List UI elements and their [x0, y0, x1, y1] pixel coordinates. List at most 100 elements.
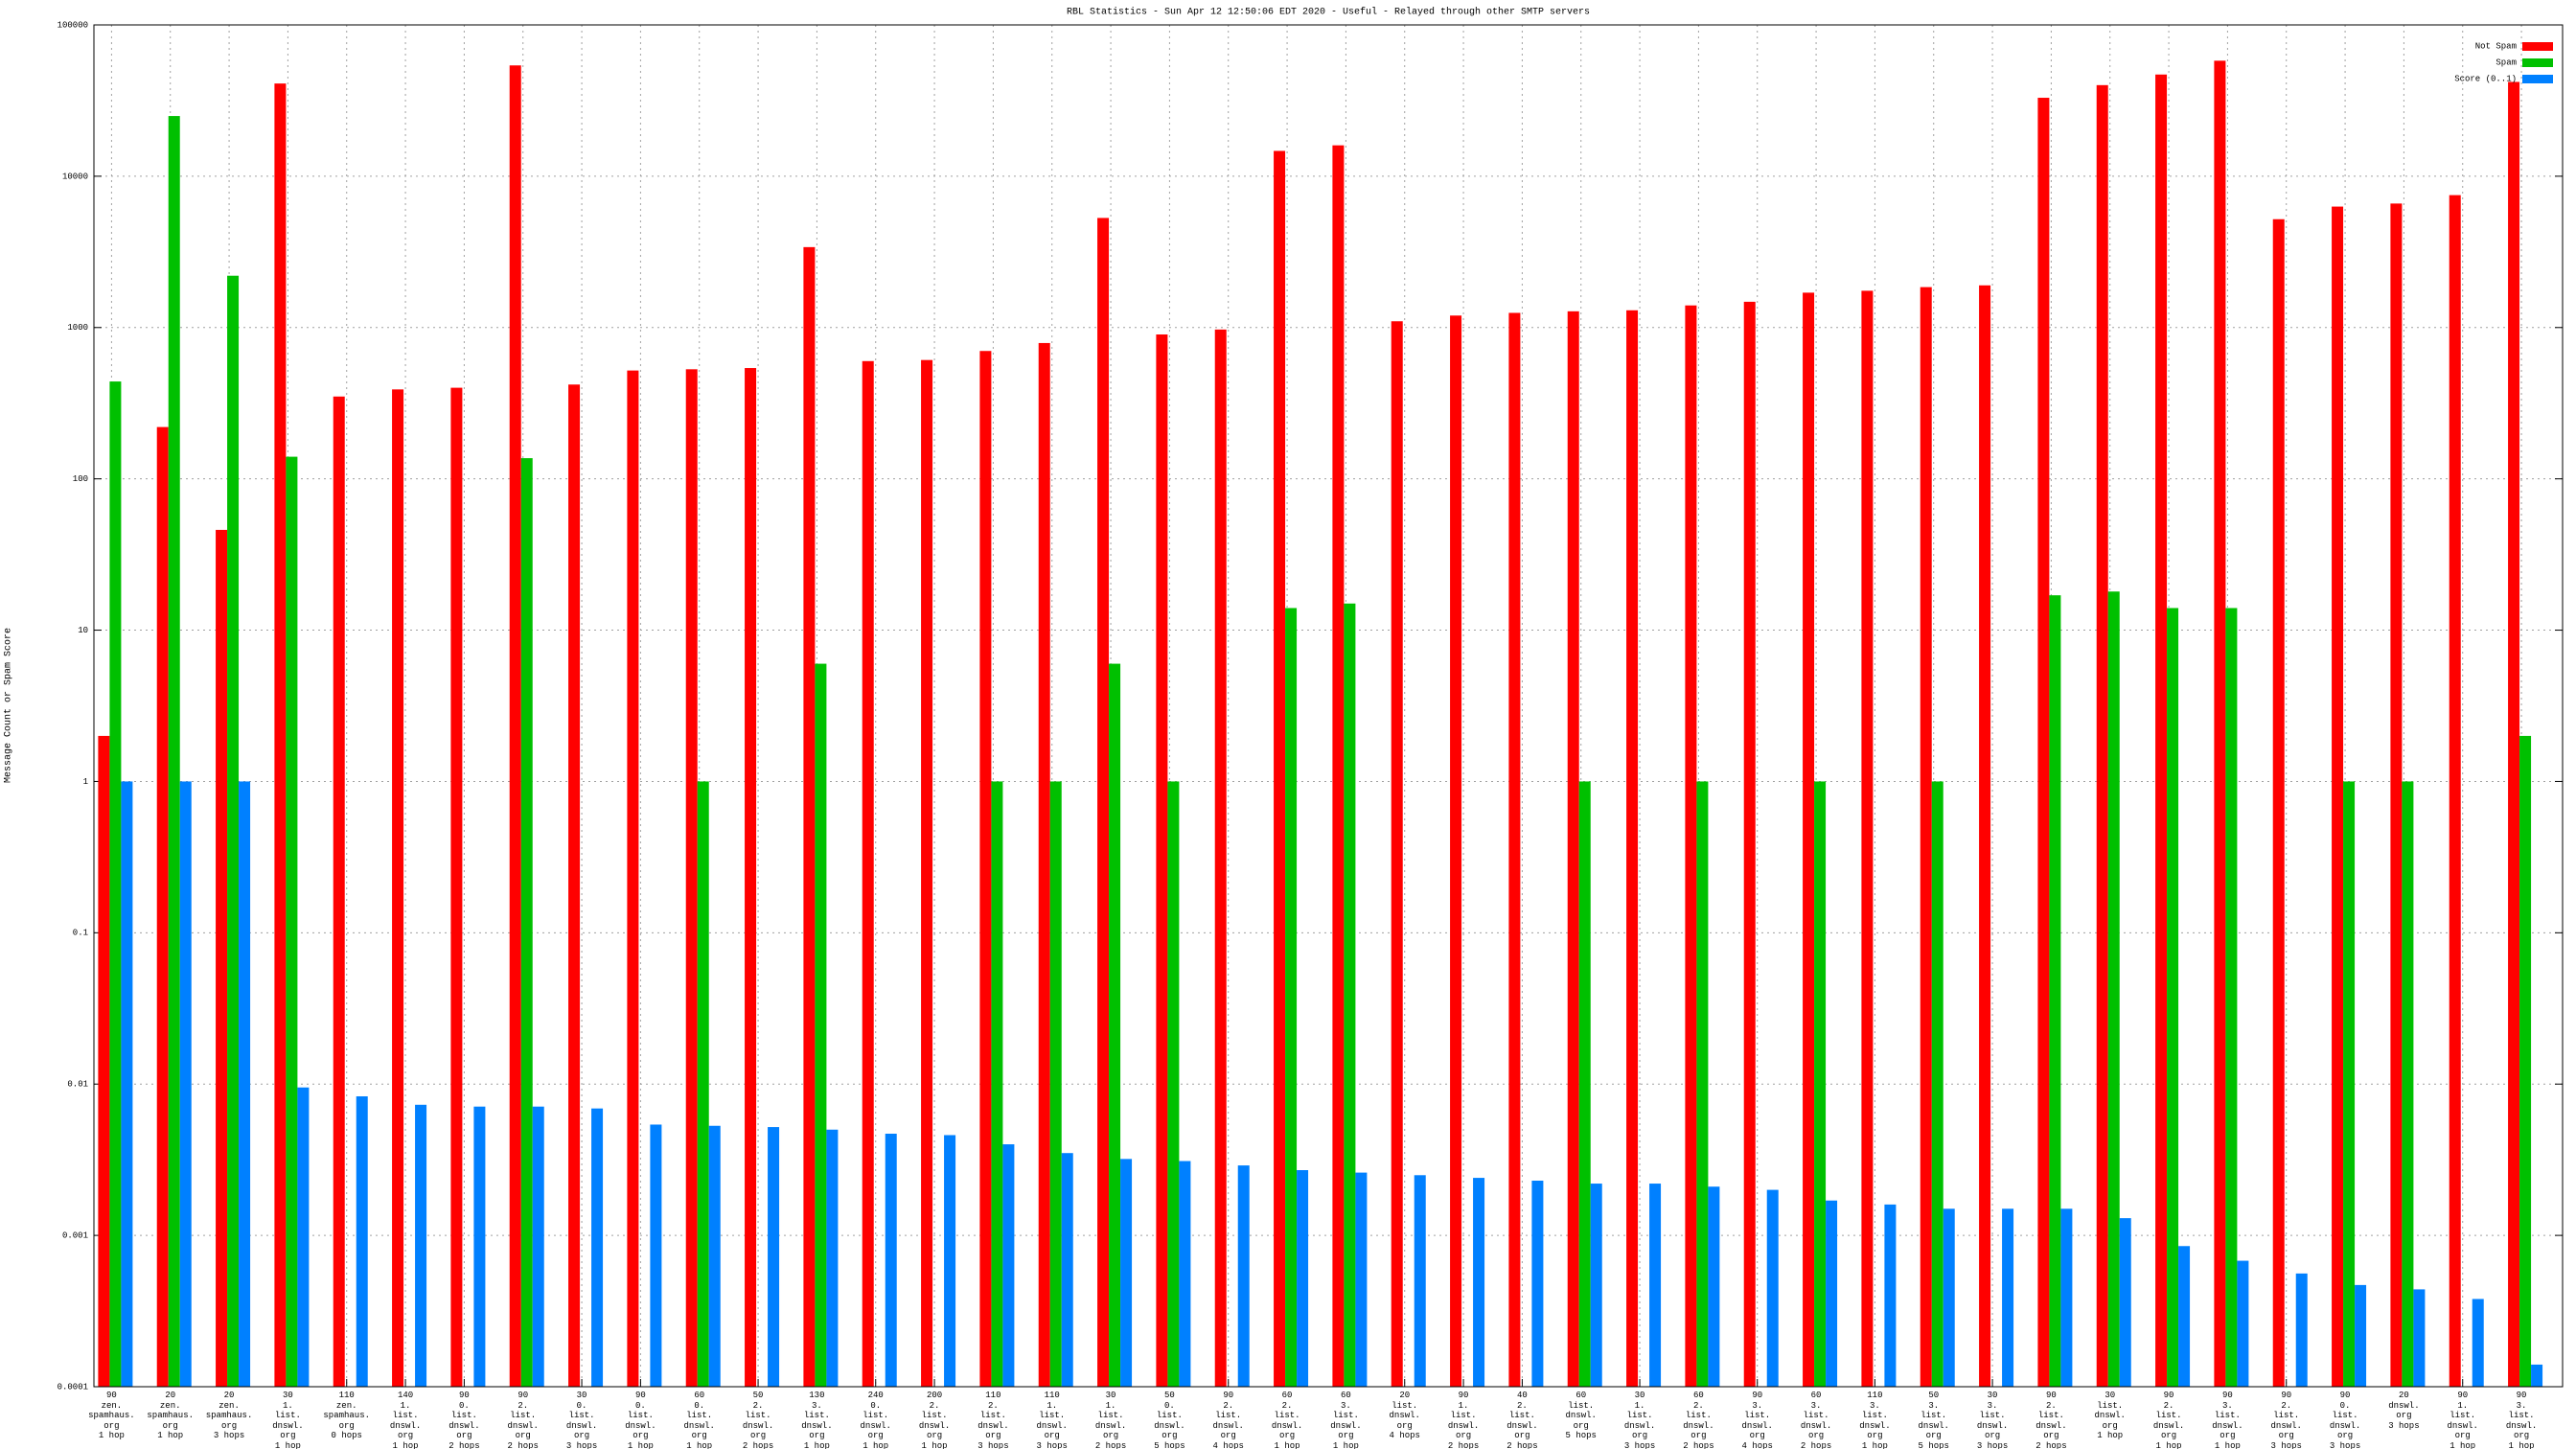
legend-swatch	[2522, 75, 2553, 83]
bar	[356, 1095, 368, 1387]
bar	[2472, 1299, 2484, 1387]
bar	[227, 275, 240, 1388]
x-tick-label: 30 1. list. dnswl. org 2 hops	[1094, 1391, 1127, 1449]
bar	[1814, 781, 1827, 1387]
bar	[2449, 195, 2461, 1387]
bar	[1685, 305, 1697, 1387]
bar	[1766, 1189, 1779, 1387]
y-tick-label: 0.1	[73, 929, 88, 938]
x-tick-label: 60 2. list. dnswl. org 2 hops	[1683, 1391, 1714, 1449]
bar	[921, 359, 933, 1387]
bar	[1214, 329, 1227, 1388]
x-tick-label: 140 1. list. dnswl. org 1 hop	[389, 1391, 422, 1449]
bar	[2332, 206, 2344, 1387]
y-tick-label: 0.001	[62, 1230, 88, 1240]
bar	[2060, 1208, 2073, 1387]
bar	[2037, 98, 2050, 1388]
bar	[2096, 84, 2108, 1387]
bar	[1578, 781, 1591, 1387]
bar	[1743, 301, 1756, 1387]
bar	[1179, 1161, 1191, 1387]
bar	[1979, 285, 1991, 1388]
bar	[991, 781, 1003, 1387]
bar	[1649, 1184, 1662, 1387]
bar	[745, 368, 757, 1388]
legend-swatch	[2522, 42, 2553, 51]
bar	[1297, 1170, 1309, 1387]
bar	[708, 1125, 721, 1387]
bar	[885, 1133, 897, 1387]
y-tick-label: 100	[73, 474, 88, 484]
bar	[627, 370, 639, 1388]
legend-label: Spam	[2496, 58, 2517, 67]
y-tick-label: 100000	[58, 20, 88, 30]
x-tick-label: 90 2. list. dnswl. org 4 hops	[1212, 1391, 1244, 1449]
legend-label: Score (0..1)	[2454, 74, 2517, 83]
bar	[1274, 150, 1286, 1388]
x-tick-label: 90 1. list. dnswl. org 2 hops	[1447, 1391, 1480, 1449]
bar	[415, 1104, 427, 1387]
bar	[1861, 290, 1874, 1387]
bar	[2237, 1260, 2249, 1387]
bar	[121, 781, 133, 1387]
x-tick-label: 90 zen. spamhaus. org 1 hop	[88, 1391, 135, 1440]
bar	[509, 65, 521, 1387]
chart-title: RBL Statistics - Sun Apr 12 12:50:06 EDT…	[1067, 7, 1590, 18]
bar	[1391, 321, 1403, 1388]
x-tick-label: 50 2. list. dnswl. org 2 hops	[742, 1391, 774, 1449]
y-tick-label: 1	[83, 777, 88, 787]
x-tick-label: 110 3. list. dnswl. org 1 hop	[1859, 1391, 1891, 1449]
x-tick-label: 60 list. dnswl. org 5 hops	[1565, 1391, 1597, 1440]
bar	[274, 83, 287, 1388]
x-tick-label: 60 3. list. dnswl. org 1 hop	[1330, 1391, 1362, 1449]
bar	[1626, 310, 1639, 1388]
bar	[697, 781, 709, 1387]
bar	[1049, 781, 1062, 1387]
bar	[591, 1108, 604, 1387]
bar	[2225, 608, 2238, 1387]
bar	[1590, 1184, 1602, 1387]
x-tick-label: 90 3. list. dnswl. org 1 hop	[2505, 1391, 2538, 1449]
x-tick-label: 60 0. list. dnswl. org 1 hop	[683, 1391, 715, 1449]
bar	[1508, 312, 1521, 1387]
bar	[1061, 1153, 1073, 1387]
x-tick-label: 60 2. list. dnswl. org 1 hop	[1271, 1391, 1303, 1449]
x-tick-label: 90 2. list. dnswl. org 3 hops	[2270, 1391, 2302, 1449]
x-tick-label: 30 list. dnswl. org 1 hop	[2094, 1391, 2126, 1440]
y-tick-label: 10	[78, 626, 88, 635]
bar	[2002, 1208, 2014, 1387]
bar	[2295, 1273, 2308, 1387]
bar	[2390, 203, 2403, 1388]
bar	[2355, 1284, 2367, 1387]
bar	[450, 387, 463, 1387]
bar	[1450, 315, 1462, 1388]
bar	[1708, 1186, 1720, 1387]
bar	[685, 369, 698, 1388]
bar	[1414, 1175, 1426, 1387]
bar	[979, 351, 992, 1387]
bar	[297, 1087, 310, 1387]
bar	[333, 396, 345, 1387]
bar	[473, 1106, 486, 1387]
x-tick-label: 30 3. list. dnswl. org 3 hops	[1976, 1391, 2009, 1449]
x-tick-label: 60 3. list. dnswl. org 2 hops	[1800, 1391, 1832, 1449]
x-tick-label: 90 1. list. dnswl. org 1 hop	[2447, 1391, 2478, 1449]
x-tick-label: 110 2. list. dnswl. org 3 hops	[978, 1391, 1009, 1449]
bar	[1884, 1204, 1897, 1387]
x-tick-label: 90 3. list. dnswl. org 4 hops	[1741, 1391, 1773, 1449]
bar	[1285, 608, 1298, 1387]
y-tick-label: 1000	[67, 323, 88, 333]
x-tick-label: 90 0. list. dnswl. org 2 hops	[448, 1391, 480, 1449]
x-tick-label: 30 1. list. dnswl. org 3 hops	[1623, 1391, 1656, 1449]
bar	[1237, 1165, 1250, 1387]
bar	[2214, 60, 2226, 1388]
bar	[1696, 781, 1709, 1387]
bar	[1167, 781, 1180, 1387]
bar	[826, 1129, 839, 1387]
bar	[2413, 1289, 2426, 1387]
bar	[1826, 1200, 1838, 1387]
bar	[2519, 735, 2532, 1387]
bar	[803, 246, 816, 1387]
x-tick-label: 90 0. list. dnswl. org 1 hop	[625, 1391, 656, 1449]
bar	[216, 529, 228, 1387]
